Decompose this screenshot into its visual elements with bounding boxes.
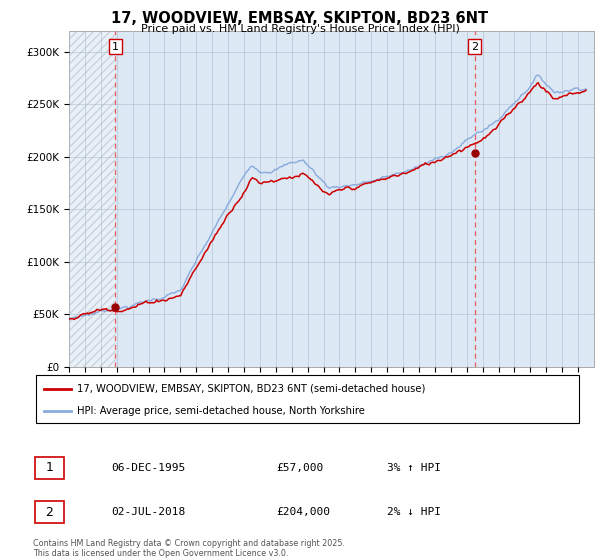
Text: 02-JUL-2018: 02-JUL-2018 (111, 507, 185, 517)
Bar (69, 31, 115, 367)
Text: Contains HM Land Registry data © Crown copyright and database right 2025.
This d: Contains HM Land Registry data © Crown c… (33, 539, 345, 558)
FancyBboxPatch shape (35, 456, 64, 479)
Text: 2% ↓ HPI: 2% ↓ HPI (387, 507, 441, 517)
Text: HPI: Average price, semi-detached house, North Yorkshire: HPI: Average price, semi-detached house,… (77, 406, 365, 416)
FancyBboxPatch shape (35, 501, 64, 524)
Text: 1: 1 (46, 461, 53, 474)
Text: £204,000: £204,000 (276, 507, 330, 517)
Text: 17, WOODVIEW, EMBSAY, SKIPTON, BD23 6NT: 17, WOODVIEW, EMBSAY, SKIPTON, BD23 6NT (112, 11, 488, 26)
FancyBboxPatch shape (36, 375, 579, 423)
Text: 06-DEC-1995: 06-DEC-1995 (111, 463, 185, 473)
Text: 17, WOODVIEW, EMBSAY, SKIPTON, BD23 6NT (semi-detached house): 17, WOODVIEW, EMBSAY, SKIPTON, BD23 6NT … (77, 384, 425, 394)
Text: 2: 2 (46, 506, 53, 519)
Text: £57,000: £57,000 (276, 463, 323, 473)
Text: Price paid vs. HM Land Registry's House Price Index (HPI): Price paid vs. HM Land Registry's House … (140, 24, 460, 34)
Text: 2: 2 (471, 41, 478, 52)
Text: 1: 1 (112, 41, 119, 52)
Text: 3% ↑ HPI: 3% ↑ HPI (387, 463, 441, 473)
